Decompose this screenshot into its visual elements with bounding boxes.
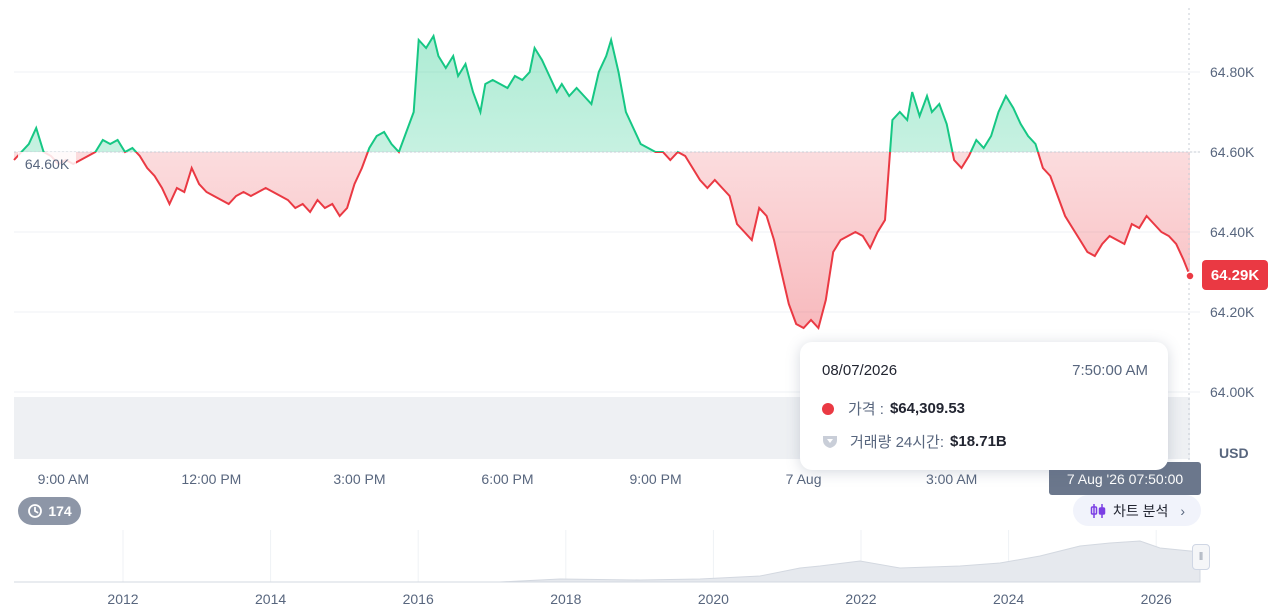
navigator-year-label: 2014 [255,591,286,607]
chart-analysis-label: 차트 분석 [1112,502,1169,519]
tooltip-volume-label: 거래량 24시간: [850,434,945,451]
x-tick-label: 3:00 AM [926,471,977,487]
navigator-year-label: 2018 [550,591,581,607]
navigator[interactable]: 2012 2014 2016 2018 2020 2022 2024 2026 [14,530,1201,607]
y-tick-label: 64.00K [1210,384,1255,400]
x-tick-label: 9:00 AM [38,471,89,487]
navigator-year-label: 2022 [845,591,876,607]
y-tick-label: 64.60K [1210,144,1255,160]
navigator-handle[interactable]: ‖ [1192,544,1210,570]
price-dot-icon [822,402,834,415]
price-line-above [20,33,1040,152]
y-tick-label: 64.40K [1210,224,1255,240]
currency-unit-label: USD [1219,445,1249,461]
area-below-reference [14,152,1190,328]
navigator-year-labels: 2012 2014 2016 2018 2020 2022 2024 2026 [107,591,1172,607]
x-tick-label: 3:00 PM [333,471,385,487]
tooltip-price-row: 가격 : $64,309.53 [822,398,965,419]
volume-shield-icon [823,435,837,448]
chevron-right-icon: › [1180,502,1186,519]
y-tick-label: 64.80K [1210,64,1255,80]
navigator-area [14,540,1201,583]
current-price-badge: 64.29K [1202,260,1268,290]
price-tooltip: 08/07/2026 7:50:00 AM 가격 : $64,309.53 거래… [800,342,1168,470]
history-button[interactable]: 174 [18,497,81,525]
price-line-below [13,152,1191,331]
tooltip-time: 7:50:00 AM [1072,362,1148,379]
x-tick-label: 6:00 PM [481,471,533,487]
candlestick-icon [1090,503,1106,518]
y-axis: 64.00K 64.20K 64.40K 64.60K 64.80K [1210,64,1255,400]
x-tick-label: 7 Aug [786,471,822,487]
navigator-year-label: 2024 [993,591,1024,607]
history-count: 174 [48,503,72,519]
navigator-year-label: 2016 [403,591,434,607]
chart-analysis-button[interactable]: 차트 분석 › [1073,495,1201,526]
reference-price-label: 64.60K [18,152,76,176]
navigator-year-label: 2012 [107,591,138,607]
price-line [13,33,1191,331]
navigator-year-label: 2026 [1141,591,1172,607]
current-price-dot [1185,271,1195,281]
history-clock-icon [28,504,43,518]
x-tick-label: 12:00 PM [181,471,241,487]
tooltip-price-value: $64,309.53 [889,400,966,417]
x-tick-label: 9:00 PM [629,471,681,487]
tooltip-price-label: 가격 : [848,401,884,418]
tooltip-volume-value: $18.71B [950,433,1007,450]
tooltip-volume-row: 거래량 24시간: $18.71B [822,431,1007,452]
area-fill [14,36,1190,328]
tooltip-date: 08/07/2026 [822,362,898,379]
x-axis: 9:00 AM 12:00 PM 3:00 PM 6:00 PM 9:00 PM 7 Au… [38,471,978,487]
navigator-year-label: 2020 [698,591,729,607]
area-above-reference [14,36,1190,152]
y-tick-label: 64.20K [1210,304,1255,320]
